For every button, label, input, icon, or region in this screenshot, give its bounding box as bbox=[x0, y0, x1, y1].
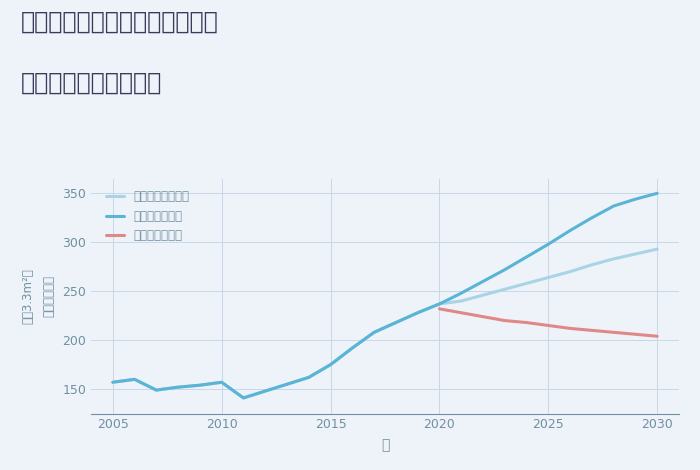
グッドシナリオ bbox=[304, 375, 313, 380]
ノーマルシナリオ bbox=[566, 269, 574, 274]
ノーマルシナリオ bbox=[414, 310, 422, 315]
グッドシナリオ bbox=[566, 227, 574, 233]
バッドシナリオ bbox=[435, 306, 444, 312]
ノーマルシナリオ bbox=[522, 281, 531, 286]
バッドシナリオ bbox=[653, 333, 662, 339]
ノーマルシナリオ bbox=[435, 301, 444, 307]
ノーマルシナリオ bbox=[152, 387, 160, 393]
バッドシナリオ bbox=[479, 314, 487, 320]
ノーマルシナリオ bbox=[631, 251, 640, 257]
グッドシナリオ bbox=[239, 395, 248, 401]
グッドシナリオ bbox=[500, 267, 509, 273]
バッドシナリオ bbox=[610, 329, 618, 335]
ノーマルシナリオ bbox=[218, 379, 226, 385]
グッドシナリオ bbox=[479, 279, 487, 284]
バッドシナリオ bbox=[522, 320, 531, 325]
ノーマルシナリオ bbox=[544, 274, 552, 280]
Y-axis label: 平（3.3m²）
単価（万円）: 平（3.3m²） 単価（万円） bbox=[21, 268, 55, 324]
ノーマルシナリオ bbox=[239, 395, 248, 401]
グッドシナリオ bbox=[435, 301, 444, 307]
ノーマルシナリオ bbox=[479, 292, 487, 298]
ノーマルシナリオ bbox=[108, 379, 117, 385]
グッドシナリオ bbox=[631, 196, 640, 202]
Text: 東京都千代田区神田北乗物町の: 東京都千代田区神田北乗物町の bbox=[21, 9, 218, 33]
グッドシナリオ bbox=[392, 320, 400, 325]
ノーマルシナリオ bbox=[304, 375, 313, 380]
ノーマルシナリオ bbox=[653, 246, 662, 252]
ノーマルシナリオ bbox=[174, 384, 182, 390]
ノーマルシナリオ bbox=[283, 382, 291, 387]
グッドシナリオ bbox=[326, 362, 335, 368]
Line: バッドシナリオ: バッドシナリオ bbox=[440, 309, 657, 336]
グッドシナリオ bbox=[261, 388, 270, 394]
ノーマルシナリオ bbox=[326, 362, 335, 368]
グッドシナリオ bbox=[457, 290, 466, 296]
バッドシナリオ bbox=[588, 328, 596, 333]
グッドシナリオ bbox=[218, 379, 226, 385]
Line: ノーマルシナリオ: ノーマルシナリオ bbox=[113, 249, 657, 398]
ノーマルシナリオ bbox=[392, 320, 400, 325]
バッドシナリオ bbox=[457, 310, 466, 315]
ノーマルシナリオ bbox=[610, 256, 618, 262]
バッドシナリオ bbox=[566, 326, 574, 331]
グッドシナリオ bbox=[108, 379, 117, 385]
X-axis label: 年: 年 bbox=[381, 439, 389, 453]
ノーマルシナリオ bbox=[457, 298, 466, 304]
バッドシナリオ bbox=[631, 331, 640, 337]
グッドシナリオ bbox=[588, 215, 596, 220]
グッドシナリオ bbox=[196, 383, 204, 388]
ノーマルシナリオ bbox=[130, 376, 139, 382]
グッドシナリオ bbox=[174, 384, 182, 390]
グッドシナリオ bbox=[653, 190, 662, 196]
バッドシナリオ bbox=[500, 318, 509, 323]
ノーマルシナリオ bbox=[348, 345, 356, 351]
グッドシナリオ bbox=[544, 242, 552, 247]
グッドシナリオ bbox=[370, 329, 378, 335]
Text: 中古戸建ての価格推移: 中古戸建ての価格推移 bbox=[21, 70, 162, 94]
グッドシナリオ bbox=[610, 203, 618, 209]
ノーマルシナリオ bbox=[261, 388, 270, 394]
グッドシナリオ bbox=[348, 345, 356, 351]
Legend: ノーマルシナリオ, グッドシナリオ, バッドシナリオ: ノーマルシナリオ, グッドシナリオ, バッドシナリオ bbox=[103, 187, 193, 246]
ノーマルシナリオ bbox=[500, 286, 509, 292]
グッドシナリオ bbox=[414, 310, 422, 315]
ノーマルシナリオ bbox=[588, 262, 596, 267]
グッドシナリオ bbox=[522, 254, 531, 260]
Line: グッドシナリオ: グッドシナリオ bbox=[113, 193, 657, 398]
バッドシナリオ bbox=[544, 323, 552, 329]
グッドシナリオ bbox=[283, 382, 291, 387]
グッドシナリオ bbox=[152, 387, 160, 393]
グッドシナリオ bbox=[130, 376, 139, 382]
ノーマルシナリオ bbox=[370, 329, 378, 335]
ノーマルシナリオ bbox=[196, 383, 204, 388]
